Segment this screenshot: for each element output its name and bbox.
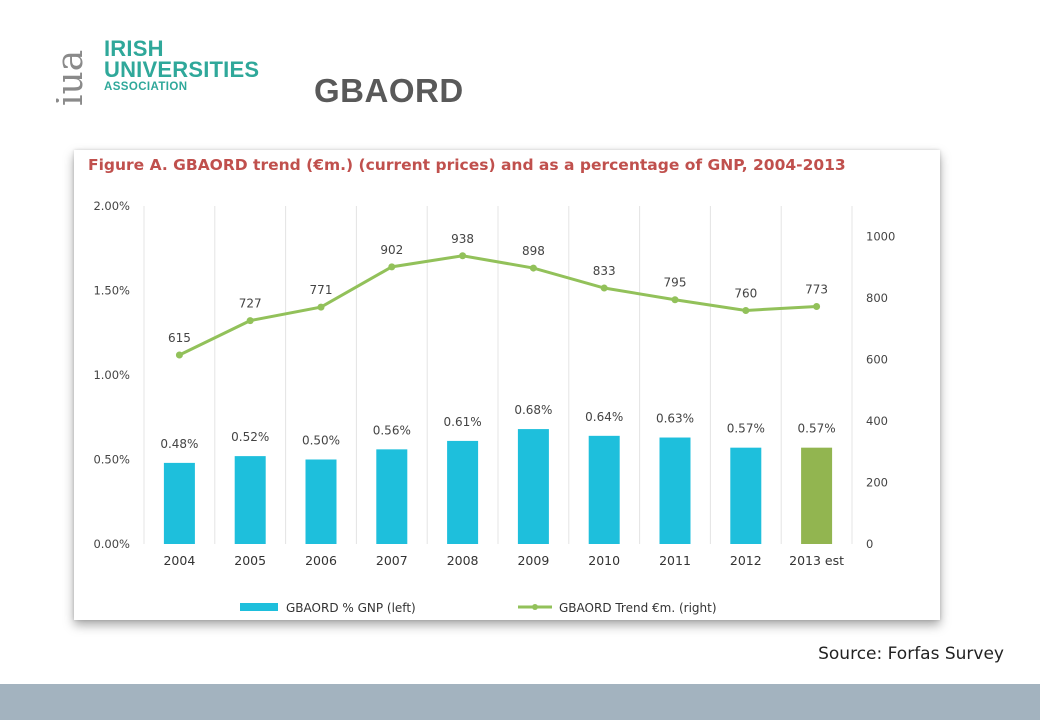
y-right-tick-label: 1000 <box>866 230 895 244</box>
y-left-tick-label: 1.50% <box>93 284 130 298</box>
trend-data-label: 833 <box>593 264 616 278</box>
x-tick-label: 2012 <box>730 553 762 568</box>
bar <box>163 462 195 544</box>
y-left-tick-label: 0.00% <box>93 537 130 551</box>
x-tick-label: 2007 <box>376 553 408 568</box>
bar-data-label: 0.61% <box>444 415 482 429</box>
y-right-tick-label: 200 <box>866 476 888 490</box>
iua-logo-mark: iua <box>56 50 91 106</box>
x-tick-label: 2009 <box>517 553 549 568</box>
trend-point <box>175 351 183 359</box>
figure-panel: Figure A. GBAORD trend (€m.) (current pr… <box>74 150 940 620</box>
bar <box>376 449 408 544</box>
y-right-tick-label: 400 <box>866 414 888 428</box>
bar <box>588 435 620 544</box>
legend-label-line: GBAORD Trend €m. (right) <box>559 601 717 615</box>
gbaord-chart: Figure A. GBAORD trend (€m.) (current pr… <box>88 156 895 615</box>
logo-line-association: ASSOCIATION <box>104 81 188 93</box>
svg-text:iua: iua <box>56 50 91 106</box>
x-tick-label: 2006 <box>305 553 337 568</box>
y-right-tick-label: 600 <box>866 353 888 367</box>
bar <box>447 440 479 544</box>
y-left-tick-label: 1.00% <box>93 368 130 382</box>
source-note: Source: Forfas Survey <box>818 644 1004 664</box>
iua-logo: iua IRISH UNIVERSITIES ASSOCIATION <box>56 36 286 108</box>
bar-data-label: 0.48% <box>160 437 198 451</box>
bar-data-label: 0.57% <box>798 422 836 436</box>
bar-data-label: 0.56% <box>373 423 411 437</box>
x-tick-label: 2010 <box>588 553 620 568</box>
logo-line-irish: IRISH <box>104 36 164 61</box>
trend-data-label: 795 <box>664 276 687 290</box>
trend-data-label: 938 <box>451 232 474 246</box>
bar-data-label: 0.50% <box>302 434 340 448</box>
footer-bar <box>0 684 1040 720</box>
y-left-tick-label: 0.50% <box>93 453 130 467</box>
trend-point <box>317 303 325 311</box>
y-right-tick-label: 0 <box>866 537 873 551</box>
logo-line-universities: UNIVERSITIES <box>104 57 260 82</box>
bar <box>730 447 762 544</box>
trend-point <box>529 264 537 272</box>
chart-title: Figure A. GBAORD trend (€m.) (current pr… <box>88 156 846 174</box>
bar <box>801 447 833 544</box>
trend-point <box>246 317 254 325</box>
trend-data-label: 898 <box>522 244 545 258</box>
bar <box>659 437 691 544</box>
trend-point <box>388 263 396 271</box>
trend-line <box>178 254 817 357</box>
bar-data-label: 0.57% <box>727 422 765 436</box>
legend-swatch-marker <box>532 604 538 610</box>
x-tick-label: 2008 <box>447 553 479 568</box>
bar-data-label: 0.63% <box>656 412 694 426</box>
trend-point <box>671 296 679 304</box>
slide-title: GBAORD <box>314 72 464 109</box>
trend-point <box>459 252 467 260</box>
x-tick-label: 2013 est <box>789 553 844 568</box>
trend-point <box>742 306 750 314</box>
legend-label-bars: GBAORD % GNP (left) <box>286 601 416 615</box>
trend-data-label: 902 <box>380 243 403 257</box>
trend-data-label: 773 <box>805 282 828 296</box>
bar <box>234 456 266 544</box>
trend-data-label: 615 <box>168 331 191 345</box>
bar <box>305 459 337 544</box>
x-tick-label: 2011 <box>659 553 691 568</box>
trend-data-label: 727 <box>239 297 262 311</box>
y-right-tick-label: 800 <box>866 291 888 305</box>
x-tick-label: 2005 <box>234 553 266 568</box>
bar-data-label: 0.64% <box>585 410 623 424</box>
legend-swatch-bars <box>240 603 278 611</box>
bar <box>517 429 549 544</box>
bar-data-label: 0.68% <box>514 403 552 417</box>
trend-data-label: 771 <box>310 283 333 297</box>
trend-data-label: 760 <box>734 286 757 300</box>
trend-point <box>813 302 821 310</box>
trend-point <box>600 284 608 292</box>
x-tick-label: 2004 <box>163 553 195 568</box>
bar-data-label: 0.52% <box>231 430 269 444</box>
y-left-tick-label: 2.00% <box>93 199 130 213</box>
